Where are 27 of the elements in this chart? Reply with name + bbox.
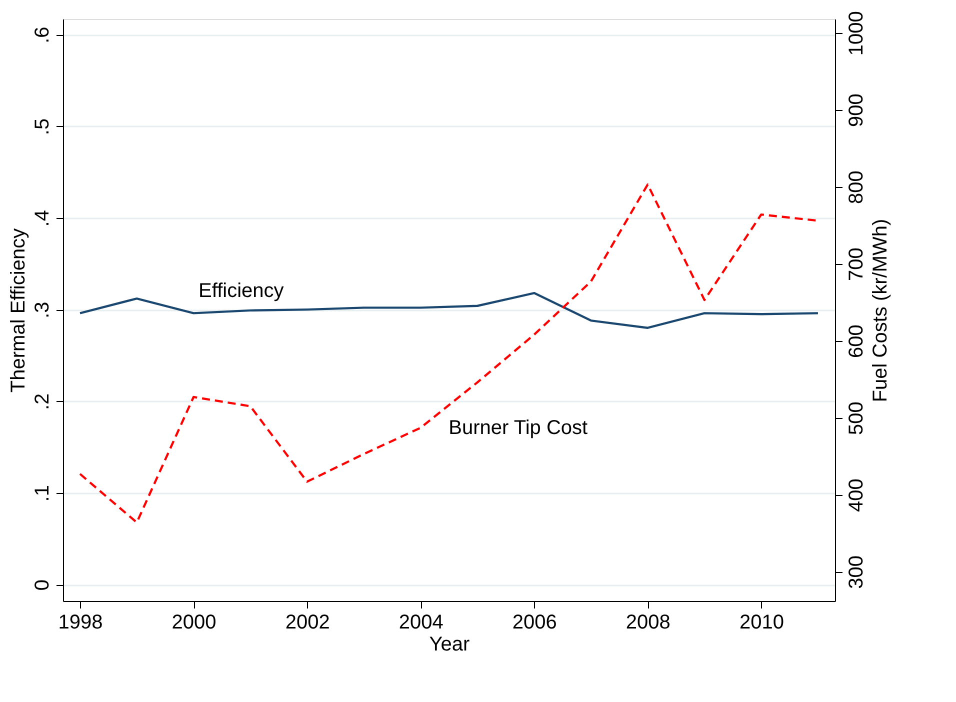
x-tick-label: 1998 <box>58 612 103 634</box>
x-tick-label: 2010 <box>739 612 784 634</box>
y2-tick-label: 300 <box>846 556 868 589</box>
series-label: Efficiency <box>198 280 284 302</box>
y-tick-label: .4 <box>32 210 54 227</box>
y2-tick-label: 400 <box>846 478 868 512</box>
x-tick-label: 2004 <box>398 612 444 634</box>
y-tick-label: .3 <box>32 302 54 318</box>
y-tick-label: .1 <box>32 485 54 502</box>
y2-tick-label: 800 <box>846 170 868 204</box>
y2-tick-label: 700 <box>846 248 868 281</box>
y2-tick-label: 500 <box>846 402 868 435</box>
y2-tick-label: 900 <box>846 94 868 128</box>
y2-tick-label: 1000 <box>846 11 868 56</box>
y-tick-label: .2 <box>32 393 54 410</box>
y2-tick-label: 600 <box>846 324 868 358</box>
x-tick-label: 2008 <box>626 612 670 634</box>
x-tick-label: 2006 <box>512 612 557 634</box>
y-tick-label: 0 <box>32 579 54 591</box>
y-axis-title: Thermal Efficiency <box>8 228 30 393</box>
y-tick-label: .6 <box>32 26 54 44</box>
y2-axis-title: Fuel Costs (kr/MWh) <box>870 218 892 402</box>
x-axis-title: Year <box>429 634 470 656</box>
x-tick-label: 2000 <box>172 612 216 634</box>
x-tick-label: 2002 <box>285 612 330 634</box>
y-tick-label: .5 <box>32 118 54 136</box>
series-label: Burner Tip Cost <box>448 416 588 439</box>
